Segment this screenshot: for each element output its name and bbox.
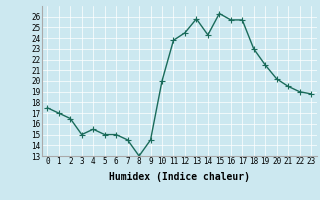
- X-axis label: Humidex (Indice chaleur): Humidex (Indice chaleur): [109, 172, 250, 182]
